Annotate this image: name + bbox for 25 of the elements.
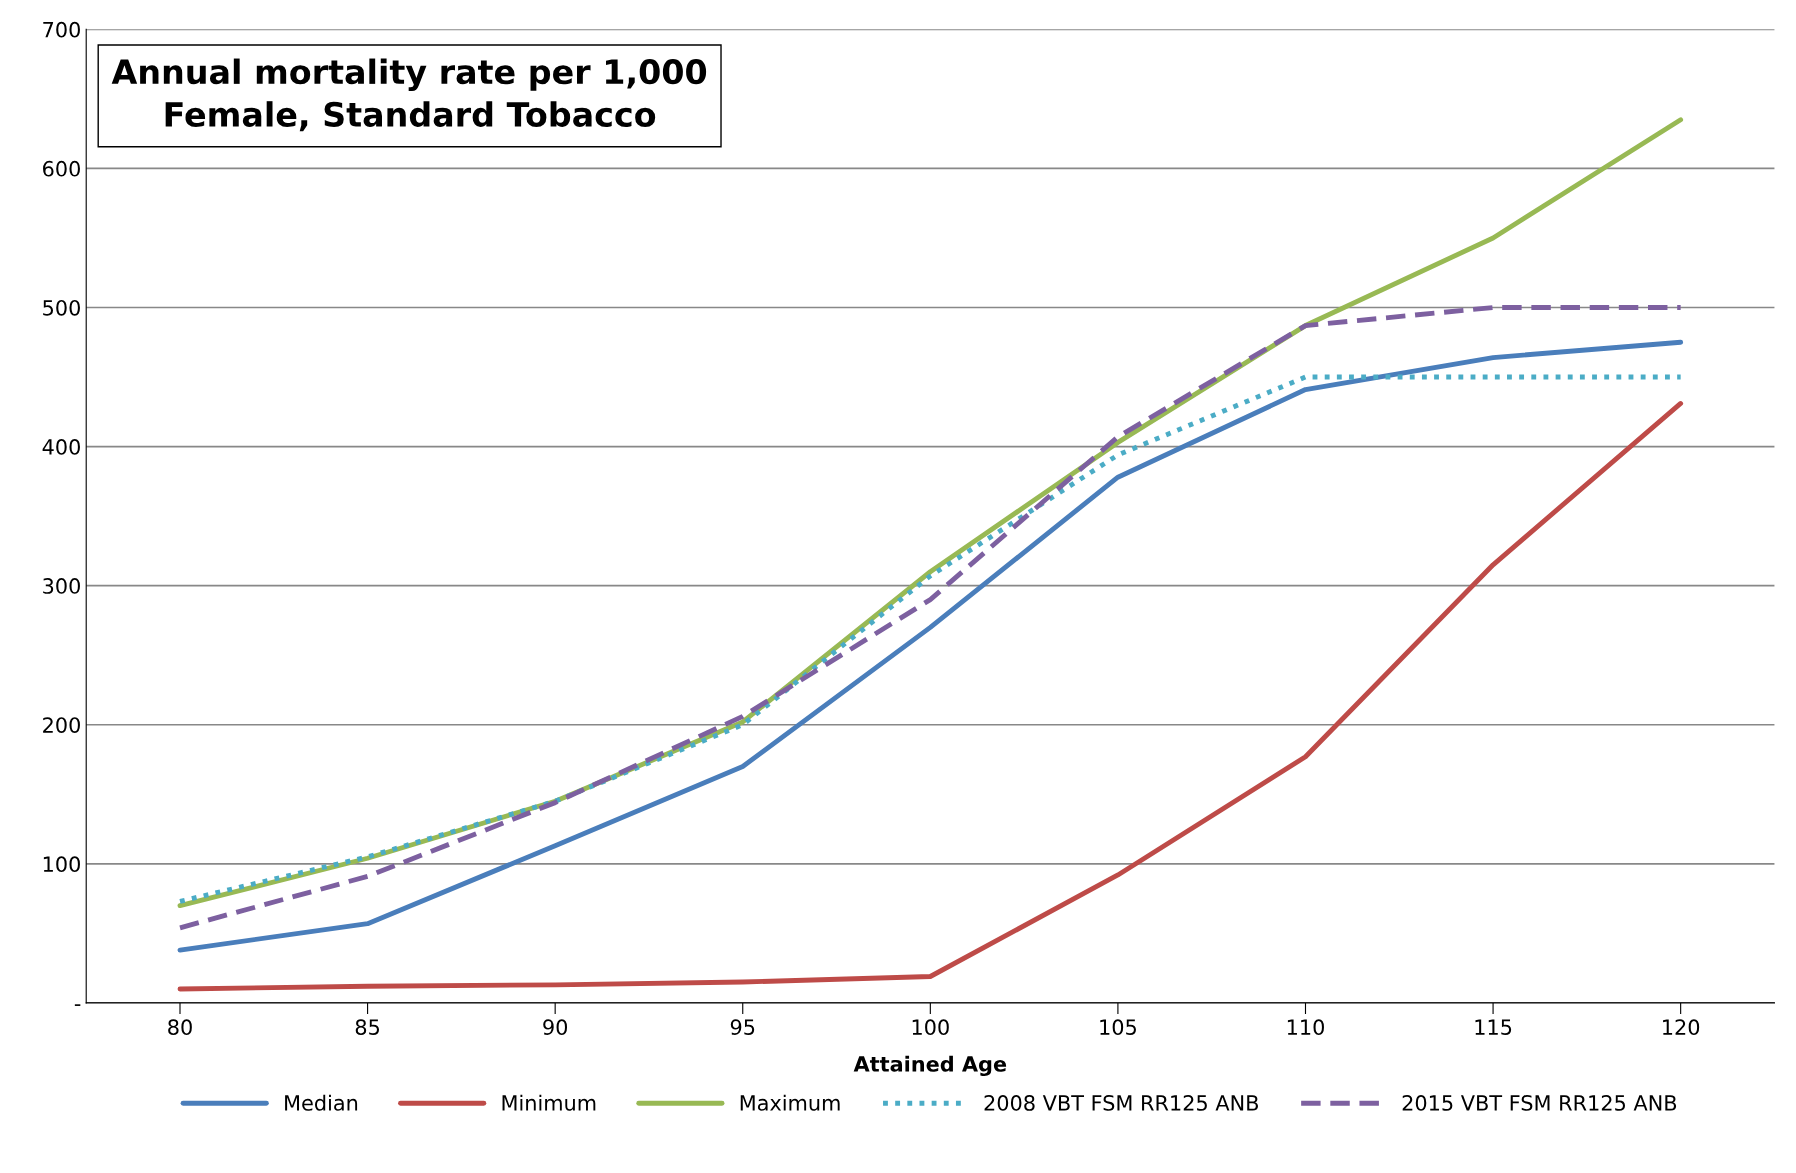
x-tick-label: 105: [1100, 1019, 1136, 1036]
y-tick-label: 300: [43, 578, 80, 594]
line-series: [177, 401, 1684, 992]
x-tick-label: 90: [543, 1019, 568, 1036]
x-tick-label: 120: [1663, 1019, 1700, 1036]
x-tick-label: 80: [168, 1019, 192, 1036]
y-tick-label: 600: [43, 160, 80, 177]
legend-label: 2015 VBT FSM RR125 ANB: [1402, 1095, 1677, 1111]
y-tick-label: 200: [43, 717, 80, 733]
legend-label: Minimum: [502, 1094, 596, 1111]
x-tick-label: 110: [1287, 1019, 1324, 1036]
x-tick-label: 95: [730, 1019, 755, 1036]
x-tick-label: 100: [912, 1019, 949, 1036]
y-tick-label: 400: [42, 439, 80, 455]
x-tick-label: 115: [1475, 1019, 1512, 1036]
legend-label: 2008 VBT FSM RR125 ANB: [984, 1095, 1258, 1111]
y-tick-label: 700: [43, 21, 80, 38]
x-tick-label: 85: [355, 1019, 380, 1036]
legend-label: Median: [285, 1094, 358, 1111]
text: Annual mortality rate per 1,000 Female, Standard Tobacco: [111, 58, 707, 132]
y-tick-label: -: [74, 1004, 81, 1006]
y-tick-label: 100: [43, 856, 80, 873]
x-axis-title: Attained Age: [853, 1055, 1007, 1077]
y-tick-label: 500: [43, 299, 80, 316]
legend-label: Maximum: [740, 1094, 840, 1111]
